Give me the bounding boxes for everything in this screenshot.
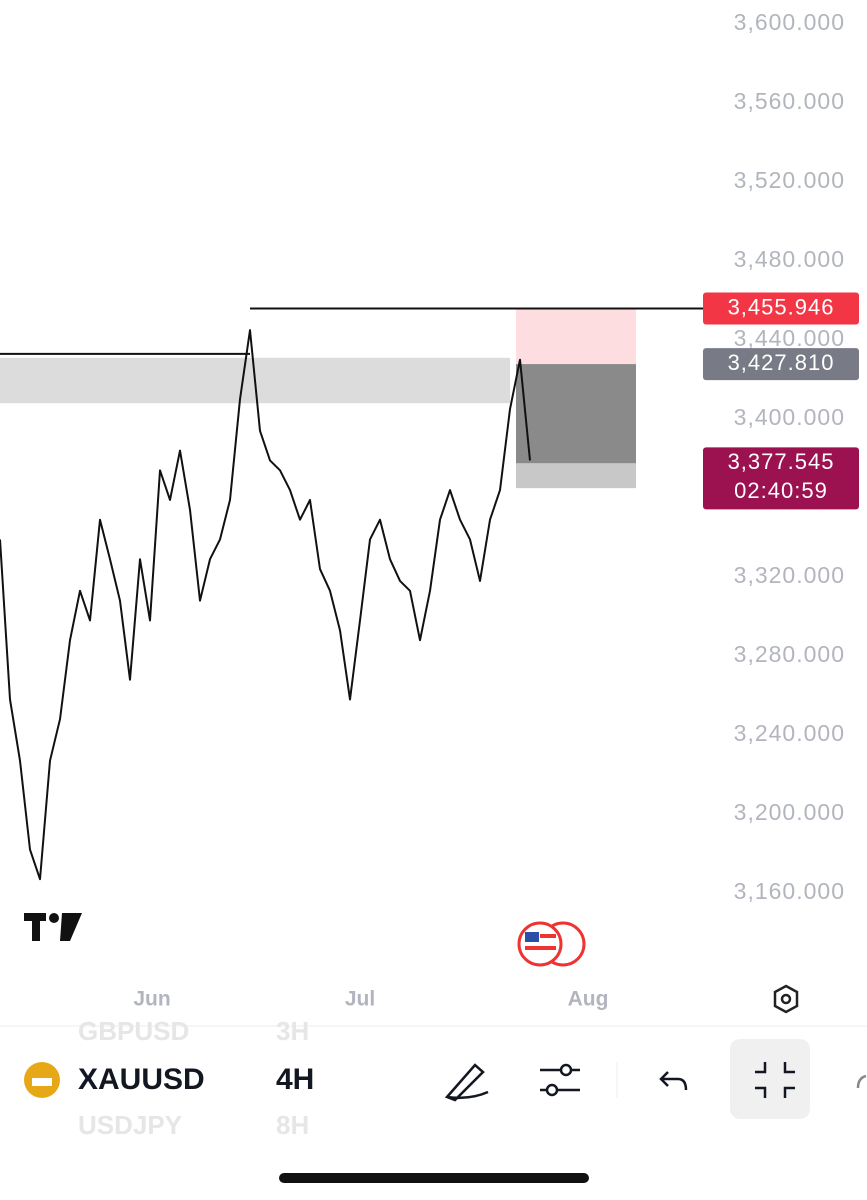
settings-icon[interactable]	[773, 984, 799, 1014]
price-label: 3,377.545	[728, 449, 835, 474]
y-tick-label: 3,520.000	[734, 167, 845, 193]
next-symbol: USDJPY	[78, 1110, 182, 1140]
y-tick-label: 3,480.000	[734, 246, 845, 272]
more-icon[interactable]	[856, 1074, 867, 1089]
price-label-bg	[703, 292, 859, 325]
symbol[interactable]: XAUUSD	[78, 1063, 205, 1096]
stop-zone	[516, 463, 636, 489]
price-label-bg	[703, 348, 859, 381]
prev-symbol: GBPUSD	[78, 1016, 189, 1046]
y-tick-label: 3,280.000	[734, 641, 845, 667]
price-label: 3,455.946	[728, 294, 835, 319]
target-zone	[516, 308, 636, 365]
prev-interval: 3H	[276, 1016, 309, 1046]
collapse-icon	[755, 1062, 795, 1098]
y-tick-label: 3,160.000	[734, 878, 845, 904]
x-tick-label: Jun	[133, 988, 170, 1011]
y-tick-label: 3,560.000	[734, 88, 845, 114]
next-interval: 8H	[276, 1110, 309, 1140]
open-zone	[516, 364, 636, 464]
price-label-bg	[703, 447, 859, 510]
chart: 3,600.000 3,560.000 3,520.000 3,480.000 3,44…	[0, 9, 859, 1011]
interval[interactable]: 4H	[276, 1063, 314, 1096]
undo-icon[interactable]	[659, 1071, 688, 1091]
price-label: 3,427.810	[728, 350, 835, 375]
x-tick-label: Jul	[345, 988, 375, 1011]
y-tick-label: 3,320.000	[734, 562, 845, 588]
y-tick-label: 3,200.000	[734, 799, 845, 825]
price-line	[0, 329, 531, 881]
event-flags[interactable]	[517, 921, 586, 967]
fullscreen-button[interactable]	[730, 1039, 810, 1119]
gold-bar	[32, 1078, 52, 1086]
countdown: 02:40:59	[734, 478, 828, 503]
home-indicator	[279, 1173, 589, 1183]
y-tick-label: 3,240.000	[734, 720, 845, 746]
y-tick-label: 3,400.000	[734, 404, 845, 430]
draw-icon[interactable]	[444, 1063, 489, 1102]
indicators-icon[interactable]	[540, 1063, 580, 1097]
y-tick-label: 3,600.000	[734, 9, 845, 35]
x-tick-label: Aug	[568, 988, 609, 1011]
y-tick-label: 3,440.000	[734, 325, 845, 351]
tv-logo	[24, 913, 82, 941]
